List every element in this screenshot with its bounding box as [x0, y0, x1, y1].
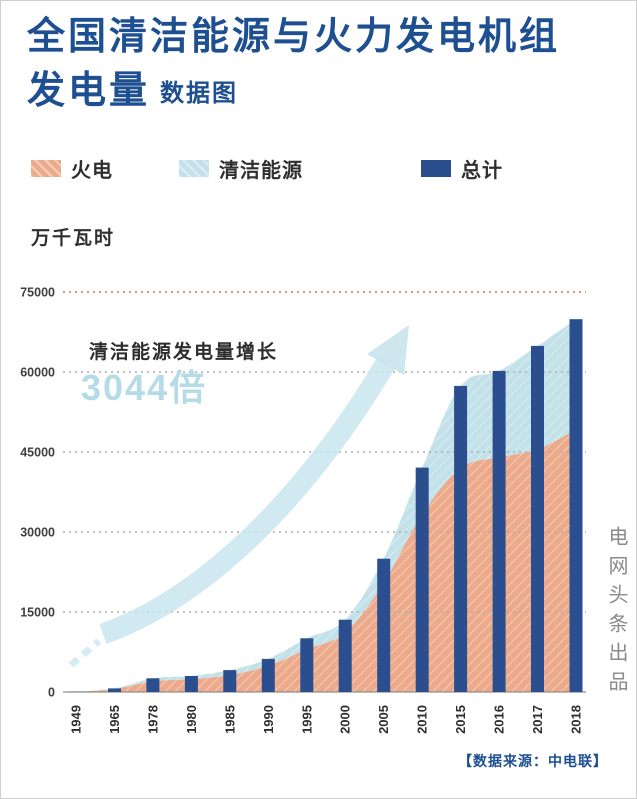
- svg-text:2018: 2018: [569, 705, 584, 734]
- thermal-swatch: [31, 160, 61, 177]
- svg-text:0: 0: [48, 686, 55, 700]
- title-line1: 全国清洁能源与火力发电机组: [27, 16, 561, 58]
- chart-canvas: 0 15000 30000 45000 60000 75000 1949 1965 1978 19…: [20, 286, 586, 734]
- data-source: 【数据来源：中电联】: [458, 753, 608, 769]
- svg-text:2017: 2017: [530, 705, 545, 734]
- svg-text:1949: 1949: [69, 705, 84, 734]
- title-subtitle: 数据图: [160, 79, 239, 107]
- svg-text:30000: 30000: [20, 526, 55, 540]
- legend-item-total: 总计: [421, 154, 503, 183]
- title-line2-text: 发电量: [27, 69, 151, 112]
- svg-text:1985: 1985: [222, 705, 237, 734]
- svg-text:60000: 60000: [20, 366, 55, 380]
- legend: 火电 清洁能源 总计: [31, 154, 503, 183]
- svg-text:75000: 75000: [20, 286, 55, 300]
- svg-text:1965: 1965: [107, 705, 122, 734]
- legend-item-thermal: 火电: [31, 154, 113, 183]
- clean-energy-swatch: [179, 160, 209, 177]
- chart-area: 0 15000 30000 45000 60000 75000 1949 1965 1978 19…: [1, 271, 636, 798]
- svg-text:2000: 2000: [338, 705, 353, 734]
- svg-text:1980: 1980: [184, 705, 199, 734]
- svg-text:45000: 45000: [20, 446, 55, 460]
- svg-text:1978: 1978: [145, 705, 160, 734]
- legend-label-thermal: 火电: [71, 160, 113, 182]
- legend-label-clean-energy: 清洁能源: [219, 160, 303, 182]
- publisher-credit: 电网头条出品: [605, 526, 627, 700]
- page-title: 全国清洁能源与火力发电机组 发电量 数据图: [27, 11, 560, 119]
- total-swatch: [421, 160, 451, 177]
- annotation-growth-multiple: 3044倍: [81, 367, 208, 408]
- svg-text:15000: 15000: [20, 606, 55, 620]
- svg-text:2016: 2016: [492, 705, 507, 734]
- svg-text:2005: 2005: [376, 705, 391, 734]
- title-line2: 发电量 数据图: [27, 65, 560, 119]
- svg-text:1990: 1990: [261, 705, 276, 734]
- svg-text:1995: 1995: [299, 705, 314, 734]
- svg-text:2015: 2015: [453, 705, 468, 734]
- annotation-growth-label: 清洁能源发电量增长: [89, 342, 279, 363]
- y-axis-unit-label: 万千瓦时: [31, 228, 116, 249]
- svg-text:2010: 2010: [415, 705, 430, 734]
- legend-label-total: 总计: [461, 160, 503, 182]
- legend-item-clean-energy: 清洁能源: [179, 154, 303, 183]
